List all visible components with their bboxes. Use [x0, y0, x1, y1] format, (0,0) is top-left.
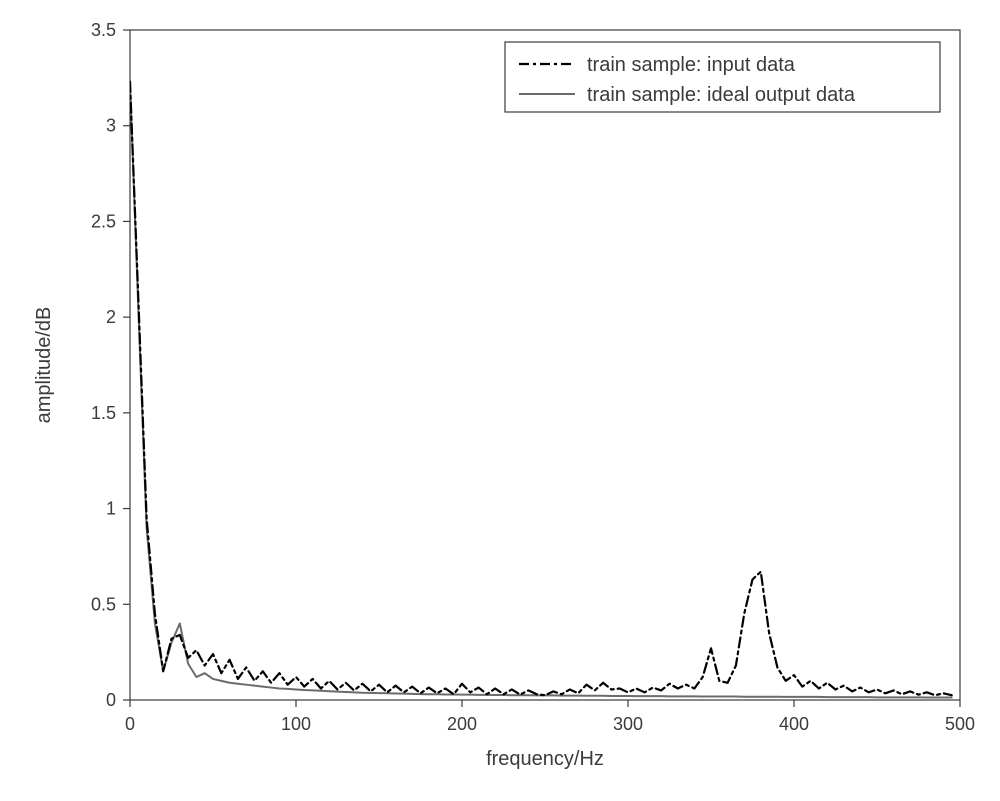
- y-tick-label: 2: [106, 307, 116, 327]
- y-tick-label: 3: [106, 116, 116, 136]
- legend-label: train sample: input data: [587, 54, 796, 76]
- x-axis-label: frequency/Hz: [486, 748, 604, 770]
- x-tick-label: 200: [447, 714, 477, 734]
- legend-label: train sample: ideal output data: [587, 84, 856, 106]
- y-tick-label: 1: [106, 499, 116, 519]
- y-tick-label: 0: [106, 690, 116, 710]
- y-tick-label: 3.5: [91, 20, 116, 40]
- chart-bg: [0, 0, 1000, 801]
- y-tick-label: 2.5: [91, 211, 116, 231]
- chart-container: 0 100 200 300 400 500 0 0.5 1 1.5 2 2.5 3 3.5 frequenc…: [0, 0, 1000, 801]
- y-axis-label: amplitude/dB: [33, 307, 55, 424]
- x-tick-label: 100: [281, 714, 311, 734]
- x-tick-label: 0: [125, 714, 135, 734]
- x-tick-label: 400: [779, 714, 809, 734]
- line-chart: 0 100 200 300 400 500 0 0.5 1 1.5 2 2.5 3 3.5 frequenc…: [0, 0, 1000, 801]
- y-tick-label: 0.5: [91, 594, 116, 614]
- x-tick-label: 500: [945, 714, 975, 734]
- y-tick-label: 1.5: [91, 403, 116, 423]
- x-tick-label: 300: [613, 714, 643, 734]
